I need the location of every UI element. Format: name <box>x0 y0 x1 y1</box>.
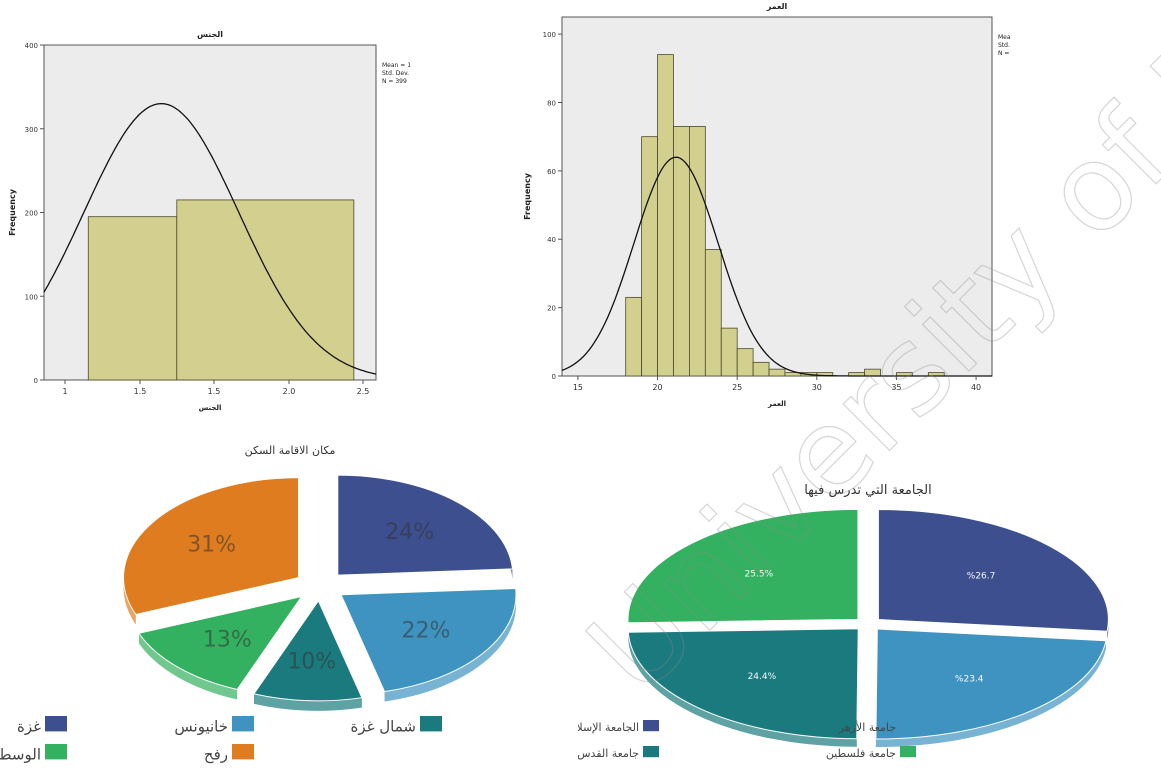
pie-slice <box>878 510 1108 632</box>
stats-text: Std. Dev. = .5 <box>382 70 410 77</box>
histogram-bar <box>705 249 721 376</box>
legend-label: جامعة الأزهر <box>838 720 896 734</box>
histogram-bar <box>865 369 881 376</box>
chart-title: الجامعة التي تدرس فيها <box>804 483 932 498</box>
legend-label: جامعة فلسطين <box>826 747 896 760</box>
pie-residence: مكان الاقامة السكن 24% 22% 10% 13% 31% غزة خاني… <box>0 436 570 777</box>
pie-slice-label: %26.7 <box>967 572 996 582</box>
y-tick-label: 0 <box>552 373 556 381</box>
legend-label: الوسطى <box>0 745 41 763</box>
legend-label: جامعة القدس المفتوحة <box>578 747 639 760</box>
x-tick-label: 25 <box>732 383 742 392</box>
y-tick-label: 40 <box>547 236 556 244</box>
x-tick-label: 20 <box>652 383 662 392</box>
legend-swatch <box>643 746 659 757</box>
histogram-bar <box>88 217 177 380</box>
legend-label: الجامعة الإسلامية <box>578 721 639 734</box>
y-tick-label: 100 <box>543 31 556 39</box>
legend-swatch <box>45 716 67 731</box>
pie-slice-label: 24% <box>385 520 434 545</box>
y-tick-label: 0 <box>34 377 38 385</box>
stats-text: Std. Dev. = 2.646 <box>998 42 1010 49</box>
pie-slice <box>628 629 858 739</box>
x-tick-label: 35 <box>891 383 901 392</box>
x-tick-label: 1 <box>62 387 67 396</box>
legend-swatch <box>420 716 442 731</box>
pie-slice-label: 31% <box>187 533 236 558</box>
legend-swatch <box>232 744 254 759</box>
x-tick-label: 30 <box>812 383 822 392</box>
legend-swatch <box>232 716 254 731</box>
histogram-gender-panel: الجنس 0 100 200 300 400 1 1.5 1.5 2.0 2.5 الجنس Freq… <box>0 0 410 425</box>
legend-label: شمال غزة <box>351 717 416 735</box>
y-tick-label: 200 <box>25 210 38 218</box>
y-axis-label: Frequency <box>8 188 17 236</box>
pie-slice-label: 13% <box>203 628 252 653</box>
pie-university: الجامعة التي تدرس فيها %26.7 %23.4 24.4% 25.… <box>578 464 1158 769</box>
pie-university-panel: الجامعة التي تدرس فيها %26.7 %23.4 24.4% 25.… <box>578 464 1158 769</box>
legend-swatch <box>900 720 916 731</box>
histogram-bar <box>737 349 753 376</box>
pie-slice-label: 24.4% <box>748 672 777 682</box>
legend-swatch <box>900 746 916 757</box>
chart-title: مكان الاقامة السكن <box>245 444 336 457</box>
legend-label: خانيونس <box>174 717 228 735</box>
y-tick-label: 300 <box>25 126 38 134</box>
legend-swatch <box>45 744 67 759</box>
x-tick-label: 1.5 <box>134 387 147 396</box>
legend-swatch <box>643 720 659 731</box>
stats-text: N = 399 <box>382 78 407 85</box>
histogram-age-panel: العمر 0 20 40 60 80 100 15 20 25 30 35 40 العمر Freque… <box>510 0 1010 430</box>
y-tick-label: 400 <box>25 42 38 50</box>
pie-slice-label: 22% <box>402 619 451 644</box>
histogram-bar <box>769 369 785 376</box>
histogram-bar <box>642 137 658 376</box>
x-axis-label: العمر <box>767 400 786 408</box>
legend-label: رفح <box>204 745 228 763</box>
histogram-age: العمر 0 20 40 60 80 100 15 20 25 30 35 40 العمر Freque… <box>510 0 1010 430</box>
x-tick-label: 15 <box>573 383 583 392</box>
histogram-gender: الجنس 0 100 200 300 400 1 1.5 1.5 2.0 2.5 الجنس Freq… <box>0 0 410 425</box>
x-axis-label: الجنس <box>199 404 222 412</box>
pie-residence-panel: مكان الاقامة السكن 24% 22% 10% 13% 31% غزة خاني… <box>0 436 570 777</box>
pie-slice-label: 10% <box>287 649 336 674</box>
chart-title: الجنس <box>197 30 223 40</box>
histogram-bar <box>753 362 769 376</box>
histogram-bar <box>177 200 354 380</box>
pie-slice-label: %23.4 <box>955 674 984 684</box>
histogram-bar <box>721 328 737 376</box>
stats-text: N = 409 <box>998 50 1010 57</box>
histogram-bar <box>626 297 642 376</box>
stats-text: Mean = 21.16 <box>998 34 1010 41</box>
y-tick-label: 60 <box>547 168 556 176</box>
chart-title: العمر <box>766 2 788 11</box>
histogram-bar <box>689 126 705 376</box>
y-tick-label: 20 <box>547 305 556 313</box>
legend-label: غزة <box>17 717 41 735</box>
x-tick-label: 40 <box>971 383 981 392</box>
x-tick-label: 2.5 <box>357 387 370 396</box>
y-axis-label: Frequency <box>523 172 532 220</box>
y-tick-label: 80 <box>547 99 556 107</box>
x-tick-label: 1.5 <box>208 387 221 396</box>
x-tick-label: 2.0 <box>283 387 296 396</box>
stats-text: Mean = 1.52 <box>382 62 410 69</box>
histogram-bar <box>658 55 674 376</box>
pie-slice-label: 25.5% <box>745 570 774 580</box>
y-tick-label: 100 <box>25 293 38 301</box>
pie-slice <box>628 509 858 622</box>
